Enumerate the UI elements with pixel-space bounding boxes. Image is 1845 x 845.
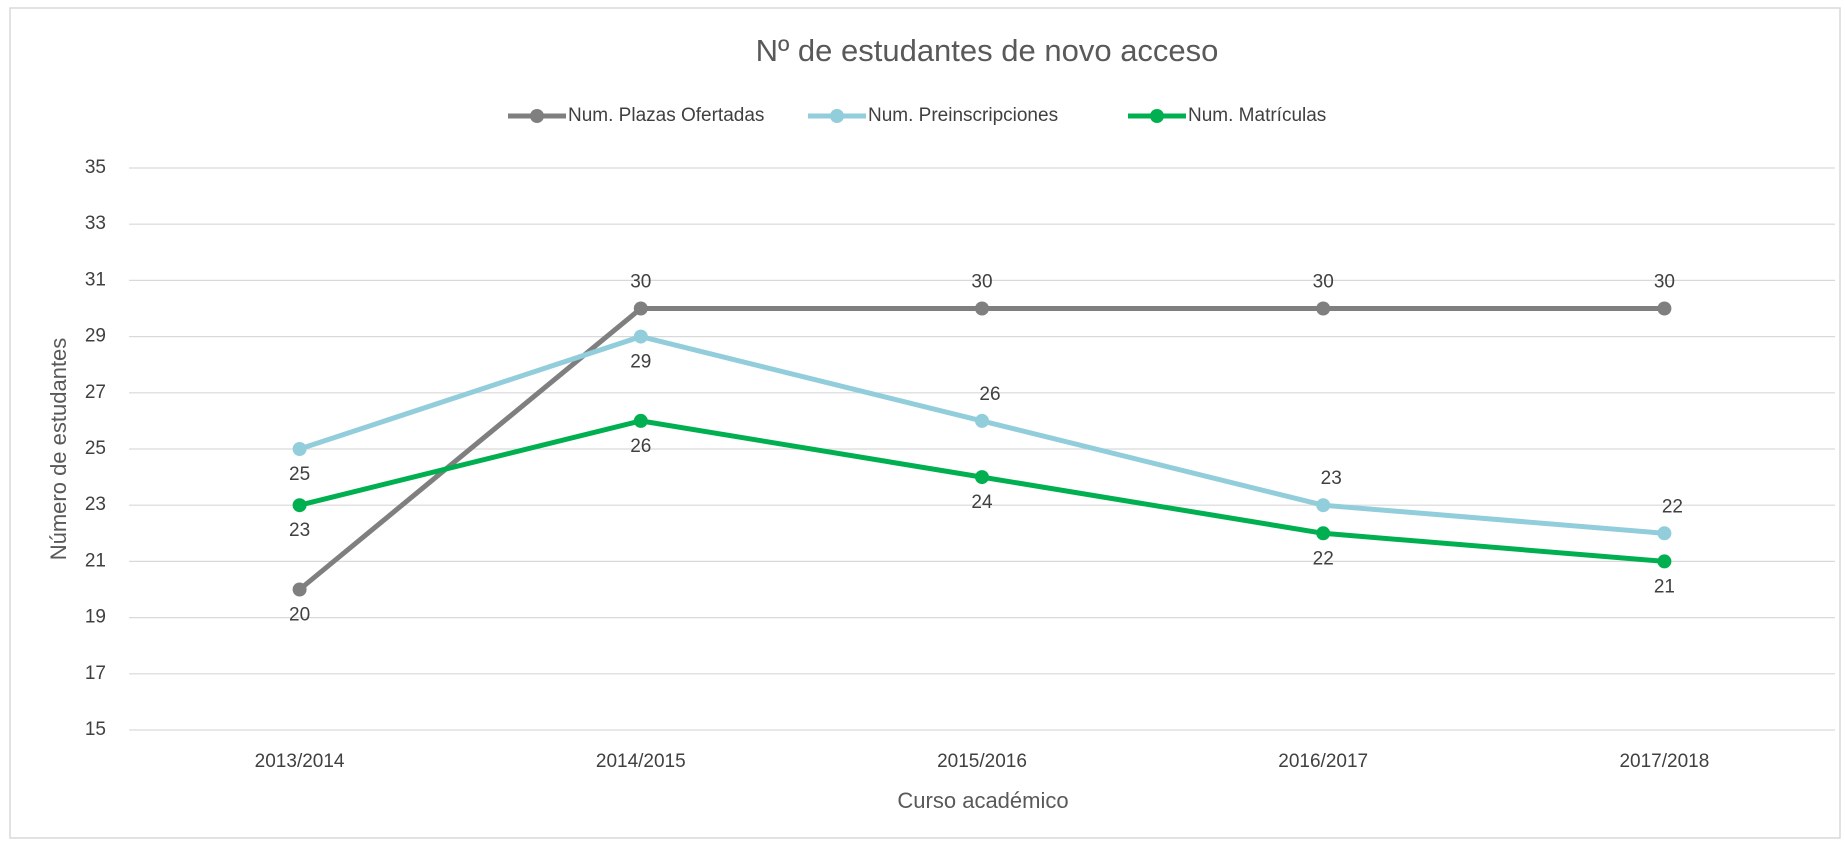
data-label: 22 xyxy=(1662,496,1683,517)
data-label: 20 xyxy=(289,605,310,626)
point xyxy=(1657,526,1672,541)
x-tick-label: 2015/2016 xyxy=(937,751,1027,772)
data-label: 26 xyxy=(979,384,1000,405)
data-label: 30 xyxy=(1654,272,1675,293)
point xyxy=(1657,301,1672,316)
point xyxy=(1657,554,1672,569)
y-tick-label: 15 xyxy=(85,719,106,740)
y-tick-label: 31 xyxy=(85,269,106,290)
x-tick-label: 2016/2017 xyxy=(1278,751,1368,772)
x-tick-label: 2013/2014 xyxy=(255,751,345,772)
y-tick-label: 35 xyxy=(85,157,106,178)
legend-marker xyxy=(530,109,544,123)
y-tick-label: 25 xyxy=(85,438,106,459)
y-tick-label: 19 xyxy=(85,607,106,628)
legend-label: Num. Preinscripciones xyxy=(868,105,1058,126)
y-tick-label: 21 xyxy=(85,550,106,571)
y-tick-label: 23 xyxy=(85,494,106,515)
point xyxy=(292,582,307,597)
data-label: 23 xyxy=(1321,468,1342,489)
point xyxy=(975,413,989,428)
point xyxy=(633,413,648,428)
y-tick-label: 27 xyxy=(85,382,106,403)
data-label: 25 xyxy=(289,464,310,485)
legend-label: Num. Matrículas xyxy=(1188,105,1326,126)
chart-border xyxy=(9,7,1841,839)
y-tick-label: 29 xyxy=(85,326,106,347)
data-label: 29 xyxy=(630,352,651,373)
data-label: 26 xyxy=(630,436,651,457)
point xyxy=(1316,526,1331,541)
x-axis-label: Curso académico xyxy=(897,788,1068,813)
y-axis-label: Número de estudantes xyxy=(46,338,71,561)
point xyxy=(292,498,307,513)
data-label: 23 xyxy=(289,520,310,541)
point xyxy=(1316,301,1331,316)
y-tick-label: 33 xyxy=(85,213,106,234)
point xyxy=(975,301,989,316)
data-label: 30 xyxy=(971,272,992,293)
legend-marker xyxy=(1150,109,1164,123)
point xyxy=(633,329,648,344)
legend-label: Num. Plazas Ofertadas xyxy=(568,105,764,126)
point xyxy=(633,301,648,316)
data-label: 24 xyxy=(971,492,993,513)
data-label: 30 xyxy=(1313,272,1334,293)
legend-marker xyxy=(830,109,844,123)
point xyxy=(292,442,307,456)
y-tick-label: 17 xyxy=(85,663,106,684)
data-label: 22 xyxy=(1313,548,1334,569)
chart-title: Nº de estudantes de novo acceso xyxy=(756,33,1219,68)
data-label: 21 xyxy=(1654,576,1675,597)
point xyxy=(975,470,989,485)
point xyxy=(1316,498,1331,513)
x-tick-label: 2014/2015 xyxy=(596,751,686,772)
x-tick-label: 2017/2018 xyxy=(1619,751,1709,772)
data-label: 30 xyxy=(630,272,651,293)
